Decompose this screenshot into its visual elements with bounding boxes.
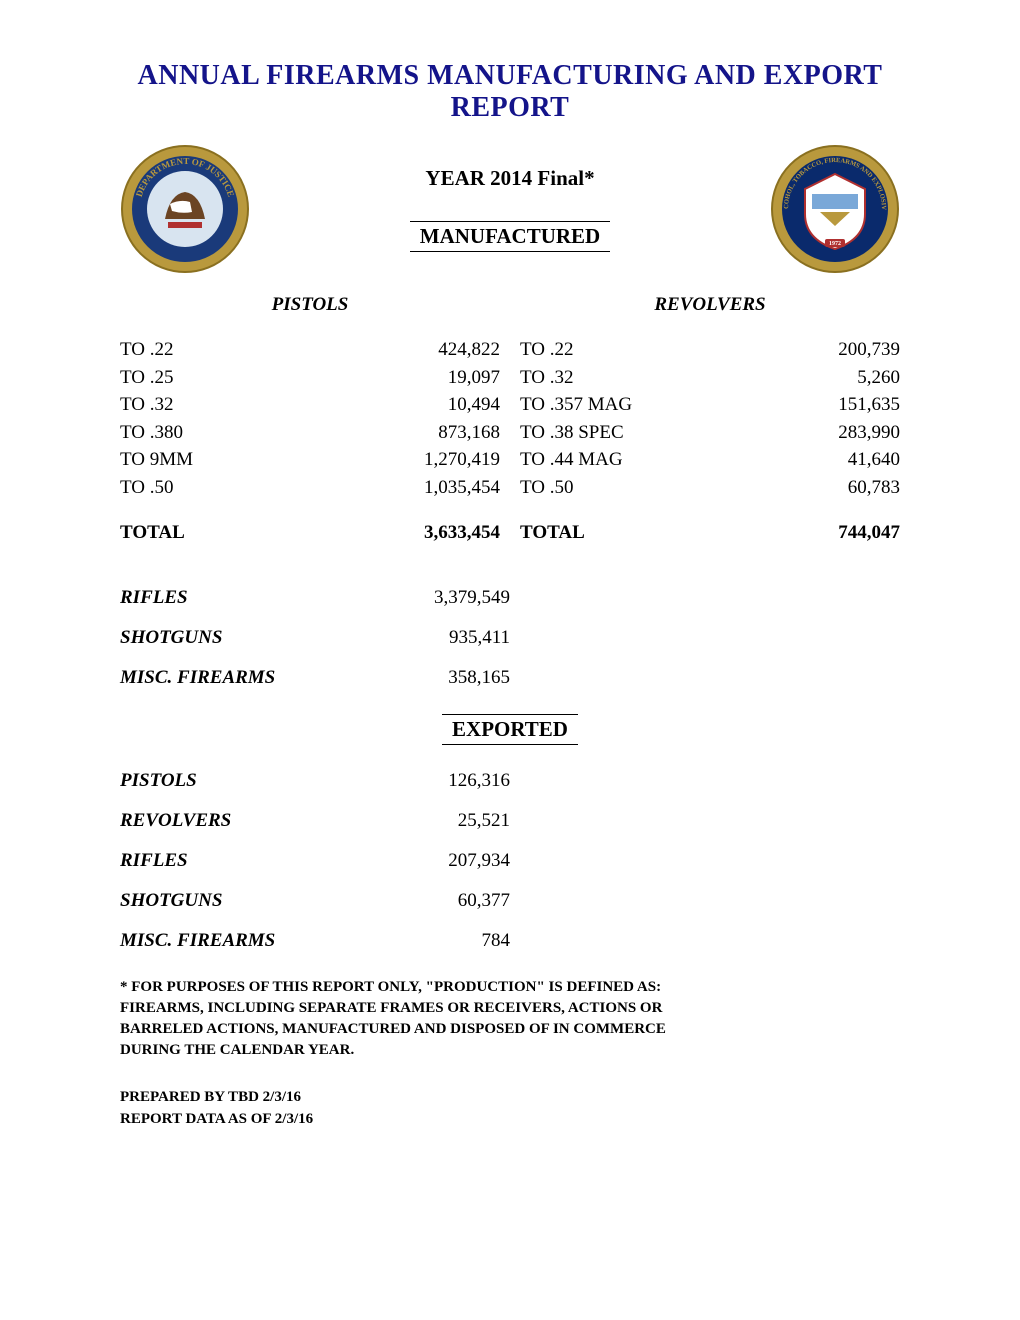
prepared-block: PREPARED BY TBD 2/3/16 REPORT DATA AS OF… bbox=[120, 1086, 900, 1131]
data-as-of: REPORT DATA AS OF 2/3/16 bbox=[120, 1108, 900, 1131]
pistols-label: TO .22 bbox=[120, 336, 380, 364]
manufactured-row: RIFLES 3,379,549 bbox=[120, 587, 510, 609]
exported-label: MISC. FIREARMS bbox=[120, 930, 275, 952]
pistols-value: 19,097 bbox=[380, 364, 500, 392]
revolvers-total-value: 744,047 bbox=[780, 519, 900, 547]
doj-seal-icon: DEPARTMENT OF JUSTICE bbox=[120, 144, 250, 274]
exported-summary: PISTOLS 126,316 REVOLVERS 25,521 RIFLES 207,9… bbox=[120, 770, 510, 952]
exported-row: REVOLVERS 25,521 bbox=[120, 810, 510, 832]
revolvers-label: TO .32 bbox=[520, 364, 780, 392]
manufactured-value: 935,411 bbox=[390, 627, 510, 649]
revolvers-row: TO .325,260 bbox=[520, 364, 900, 392]
pistols-row: TO .22424,822 bbox=[120, 336, 500, 364]
header-center: YEAR 2014 Final* MANUFACTURED bbox=[250, 166, 770, 252]
manufactured-row: SHOTGUNS 935,411 bbox=[120, 627, 510, 649]
prepared-by: PREPARED BY TBD 2/3/16 bbox=[120, 1086, 900, 1109]
revolvers-total-row: TOTAL 744,047 bbox=[520, 519, 900, 547]
exported-label: RIFLES bbox=[120, 850, 188, 872]
manufactured-row: MISC. FIREARMS 358,165 bbox=[120, 667, 510, 689]
exported-label: REVOLVERS bbox=[120, 810, 231, 832]
exported-row: RIFLES 207,934 bbox=[120, 850, 510, 872]
manufactured-label: MISC. FIREARMS bbox=[120, 667, 275, 689]
manufactured-value: 358,165 bbox=[390, 667, 510, 689]
pistols-value: 1,270,419 bbox=[380, 446, 500, 474]
revolvers-label: TO .357 MAG bbox=[520, 391, 780, 419]
manufactured-label: RIFLES bbox=[120, 587, 188, 609]
revolvers-label: TO .44 MAG bbox=[520, 446, 780, 474]
pistols-total-label: TOTAL bbox=[120, 519, 380, 547]
pistols-value: 873,168 bbox=[380, 419, 500, 447]
revolvers-heading: REVOLVERS bbox=[520, 294, 900, 316]
manufactured-value: 3,379,549 bbox=[390, 587, 510, 609]
exported-heading: EXPORTED bbox=[442, 714, 578, 745]
manufactured-heading: MANUFACTURED bbox=[410, 221, 610, 252]
revolvers-value: 41,640 bbox=[780, 446, 900, 474]
revolvers-row: TO .22200,739 bbox=[520, 336, 900, 364]
svg-text:1972: 1972 bbox=[829, 241, 841, 247]
pistols-row: TO .501,035,454 bbox=[120, 474, 500, 502]
year-line: YEAR 2014 Final* bbox=[250, 166, 770, 191]
exported-value: 60,377 bbox=[390, 890, 510, 912]
atf-seal-icon: 1972 ALCOHOL, TOBACCO, FIREARMS AND EXPL… bbox=[770, 144, 900, 274]
revolvers-label: TO .22 bbox=[520, 336, 780, 364]
revolvers-value: 151,635 bbox=[780, 391, 900, 419]
exported-value: 126,316 bbox=[390, 770, 510, 792]
revolvers-column: REVOLVERS TO .22200,739TO .325,260TO .35… bbox=[520, 294, 900, 547]
pistols-label: TO .380 bbox=[120, 419, 380, 447]
report-title: ANNUAL FIREARMS MANUFACTURING AND EXPORT… bbox=[120, 60, 900, 124]
manufactured-label: SHOTGUNS bbox=[120, 627, 222, 649]
revolvers-total-label: TOTAL bbox=[520, 519, 780, 547]
exported-row: SHOTGUNS 60,377 bbox=[120, 890, 510, 912]
exported-value: 784 bbox=[390, 930, 510, 952]
pistols-row: TO .380873,168 bbox=[120, 419, 500, 447]
pistols-value: 1,035,454 bbox=[380, 474, 500, 502]
pistols-value: 424,822 bbox=[380, 336, 500, 364]
exported-label: SHOTGUNS bbox=[120, 890, 222, 912]
pistols-label: TO 9MM bbox=[120, 446, 380, 474]
header-row: DEPARTMENT OF JUSTICE YEAR 2014 Final* M… bbox=[120, 144, 900, 274]
exported-label: PISTOLS bbox=[120, 770, 197, 792]
revolvers-label: TO .50 bbox=[520, 474, 780, 502]
pistols-row: TO 9MM1,270,419 bbox=[120, 446, 500, 474]
revolvers-value: 5,260 bbox=[780, 364, 900, 392]
pistols-total-row: TOTAL 3,633,454 bbox=[120, 519, 500, 547]
revolvers-row: TO .357 MAG151,635 bbox=[520, 391, 900, 419]
pistols-label: TO .25 bbox=[120, 364, 380, 392]
pistols-column: PISTOLS TO .22424,822TO .2519,097TO .321… bbox=[120, 294, 500, 547]
exported-heading-wrap: EXPORTED bbox=[120, 714, 900, 745]
pistols-value: 10,494 bbox=[380, 391, 500, 419]
exported-row: MISC. FIREARMS 784 bbox=[120, 930, 510, 952]
revolvers-label: TO .38 SPEC bbox=[520, 419, 780, 447]
pistols-total-value: 3,633,454 bbox=[380, 519, 500, 547]
pistols-row: TO .2519,097 bbox=[120, 364, 500, 392]
pistols-label: TO .32 bbox=[120, 391, 380, 419]
exported-value: 25,521 bbox=[390, 810, 510, 832]
revolvers-row: TO .38 SPEC283,990 bbox=[520, 419, 900, 447]
pistols-label: TO .50 bbox=[120, 474, 380, 502]
footnote: * FOR PURPOSES OF THIS REPORT ONLY, "PRO… bbox=[120, 977, 680, 1061]
pistols-row: TO .3210,494 bbox=[120, 391, 500, 419]
revolvers-row: TO .5060,783 bbox=[520, 474, 900, 502]
revolvers-value: 283,990 bbox=[780, 419, 900, 447]
pistols-heading: PISTOLS bbox=[120, 294, 500, 316]
revolvers-value: 200,739 bbox=[780, 336, 900, 364]
manufactured-summary: RIFLES 3,379,549 SHOTGUNS 935,411 MISC. FIRE… bbox=[120, 587, 510, 689]
exported-row: PISTOLS 126,316 bbox=[120, 770, 510, 792]
manufactured-tables: PISTOLS TO .22424,822TO .2519,097TO .321… bbox=[120, 294, 900, 547]
revolvers-value: 60,783 bbox=[780, 474, 900, 502]
exported-value: 207,934 bbox=[390, 850, 510, 872]
revolvers-row: TO .44 MAG41,640 bbox=[520, 446, 900, 474]
